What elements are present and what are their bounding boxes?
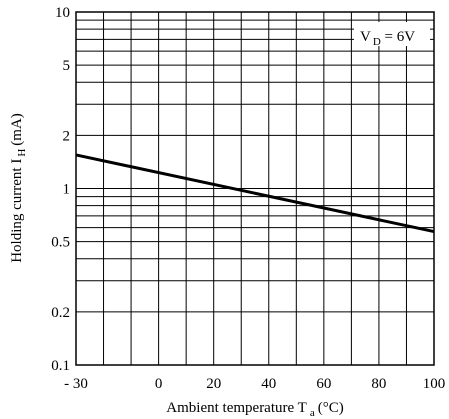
- y-axis-label-main: Holding current I: [9, 159, 25, 263]
- grid-lines: [75, 11, 435, 366]
- x-tick-label: - 30: [64, 376, 88, 392]
- x-tick-label: 60: [316, 376, 331, 392]
- plot-frame: [75, 11, 435, 366]
- annotation-box: [354, 22, 430, 46]
- y-tick-label: 0.1: [51, 358, 70, 374]
- annotation-rest: = 6V: [381, 29, 415, 45]
- annotation-main: V: [360, 29, 371, 45]
- y-tick-label: 1: [63, 182, 71, 198]
- x-axis-label-subscript: a: [310, 407, 315, 419]
- series-lines: [75, 153, 435, 234]
- tick-labels: - 30 0 20 40 60 80 100 0.1 0.2 0.5 1 2 5 10: [51, 5, 445, 392]
- x-tick-label: 20: [206, 376, 221, 392]
- y-axis-label-unit: (mA): [9, 113, 25, 146]
- x-axis-label-main: Ambient temperature T: [166, 400, 307, 416]
- y-tick-label: 0.5: [51, 235, 70, 251]
- holding-current-line: [75, 153, 435, 234]
- y-axis-label: Holding current I H (mA): [9, 113, 28, 263]
- y-tick-label: 5: [63, 58, 71, 74]
- annotation-subscript: D: [373, 36, 381, 48]
- y-tick-label: 10: [55, 5, 70, 21]
- x-tick-label: 40: [261, 376, 276, 392]
- y-tick-label: 2: [63, 128, 71, 144]
- x-axis-label-unit: (°C): [318, 400, 344, 416]
- x-tick-label: 80: [371, 376, 386, 392]
- y-axis-label-subscript: H: [16, 149, 28, 157]
- y-tick-label: 0.2: [51, 305, 70, 321]
- x-tick-label: 0: [155, 376, 163, 392]
- x-tick-label: 100: [423, 376, 446, 392]
